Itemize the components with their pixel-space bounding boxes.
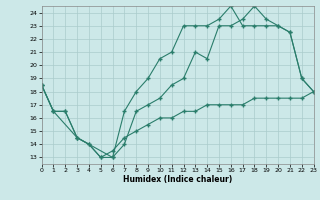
X-axis label: Humidex (Indice chaleur): Humidex (Indice chaleur) xyxy=(123,175,232,184)
